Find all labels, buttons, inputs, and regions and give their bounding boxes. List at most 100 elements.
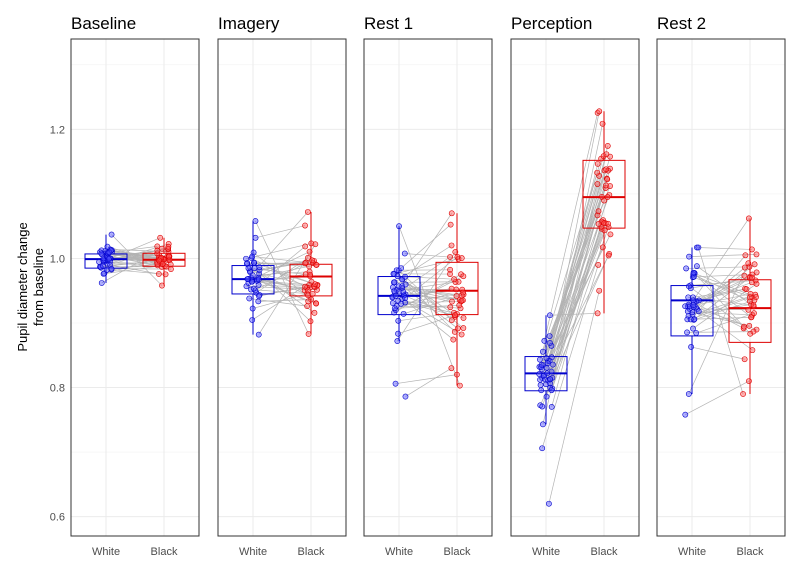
data-point-white xyxy=(688,344,694,350)
data-point-white xyxy=(390,279,397,286)
data-point-black xyxy=(594,310,601,317)
data-point-white xyxy=(695,244,702,251)
box-white xyxy=(670,285,714,337)
data-point-white xyxy=(98,280,105,286)
data-point-white xyxy=(402,295,409,302)
data-point-black xyxy=(448,242,455,249)
data-point-black xyxy=(453,286,460,293)
data-point-white xyxy=(255,331,262,338)
data-point-white xyxy=(106,249,113,256)
pair-line xyxy=(544,112,598,341)
data-point-black xyxy=(605,220,612,227)
data-point-white xyxy=(394,338,401,344)
data-point-black xyxy=(603,182,609,189)
facet-panels: 0.6 0.8 1.0 1.2 Baseline White Black Imagery Whi… xyxy=(50,14,786,558)
data-point-white xyxy=(547,340,553,346)
data-point-black xyxy=(460,273,467,280)
pair-line xyxy=(698,255,746,312)
pair-line xyxy=(101,248,163,284)
data-point-white xyxy=(548,387,555,394)
data-point-black xyxy=(311,309,318,316)
pair-line xyxy=(690,296,750,320)
data-point-white xyxy=(549,361,556,368)
data-point-white xyxy=(396,288,403,295)
pair-line xyxy=(540,223,609,391)
data-point-white xyxy=(695,308,702,315)
data-point-black xyxy=(746,378,752,384)
data-point-black xyxy=(162,271,169,278)
pair-line xyxy=(397,251,456,342)
data-point-black xyxy=(312,281,319,288)
data-point-black xyxy=(454,325,461,332)
x-tick-label: Black xyxy=(591,546,618,558)
data-point-black xyxy=(596,172,603,179)
data-point-black xyxy=(312,241,319,248)
pair-line xyxy=(545,255,609,380)
facet-rest-2: Rest 2 White Black xyxy=(656,14,786,558)
data-point-white xyxy=(547,312,553,319)
data-point-black xyxy=(742,252,749,259)
data-point-black xyxy=(309,291,316,297)
x-tick-label: Black xyxy=(737,546,764,558)
data-point-white xyxy=(682,303,689,310)
data-point-white xyxy=(690,297,697,304)
pair-line xyxy=(689,293,751,307)
data-point-white xyxy=(391,288,398,294)
pair-line xyxy=(548,290,600,504)
facet-baseline: Baseline White Black xyxy=(70,14,200,558)
data-point-white xyxy=(548,403,555,410)
pair-line xyxy=(541,264,599,449)
data-point-white xyxy=(243,283,250,290)
data-point-black xyxy=(601,227,608,234)
data-point-black xyxy=(458,255,465,261)
data-point-black xyxy=(456,382,463,389)
pair-line xyxy=(401,279,456,333)
data-point-white xyxy=(400,310,407,317)
data-point-black xyxy=(745,306,752,313)
facet-title: Imagery xyxy=(218,14,280,33)
data-point-black xyxy=(454,371,460,378)
data-point-black xyxy=(603,151,610,158)
data-point-white xyxy=(402,281,409,288)
data-point-white xyxy=(252,234,259,241)
pair-line xyxy=(688,263,749,395)
data-point-black xyxy=(595,262,602,268)
data-point-black xyxy=(303,259,309,266)
data-point-white xyxy=(547,376,554,383)
data-point-white xyxy=(395,330,401,337)
pair-line xyxy=(401,292,464,305)
pair-line xyxy=(698,247,744,395)
data-point-black xyxy=(745,215,752,222)
data-point-white xyxy=(686,283,692,290)
data-point-white xyxy=(690,325,696,332)
panel-border xyxy=(70,38,200,537)
data-point-white xyxy=(396,223,402,230)
pair-line xyxy=(253,246,306,289)
data-point-black xyxy=(447,304,454,311)
data-point-black xyxy=(745,260,752,267)
data-point-white xyxy=(540,348,546,355)
pair-line xyxy=(551,156,611,358)
pair-line xyxy=(691,346,745,360)
data-point-black xyxy=(458,297,465,304)
data-point-white xyxy=(683,265,690,272)
facet-title: Rest 1 xyxy=(364,14,413,33)
data-point-black xyxy=(447,254,453,260)
data-point-white xyxy=(108,231,115,238)
data-point-black xyxy=(753,251,760,258)
pair-line xyxy=(549,312,598,316)
data-point-black xyxy=(448,210,455,217)
data-point-black xyxy=(741,264,748,271)
data-point-black xyxy=(159,260,166,267)
data-point-black xyxy=(305,292,311,299)
x-tick-label: White xyxy=(92,546,120,558)
data-point-white xyxy=(543,355,550,362)
data-point-black xyxy=(604,194,611,200)
pair-line xyxy=(696,276,751,302)
data-point-black xyxy=(154,243,161,250)
pair-line xyxy=(392,302,461,309)
data-point-black xyxy=(751,261,758,268)
pair-line xyxy=(259,266,316,285)
data-point-white xyxy=(685,294,692,301)
data-point-black xyxy=(453,293,460,299)
